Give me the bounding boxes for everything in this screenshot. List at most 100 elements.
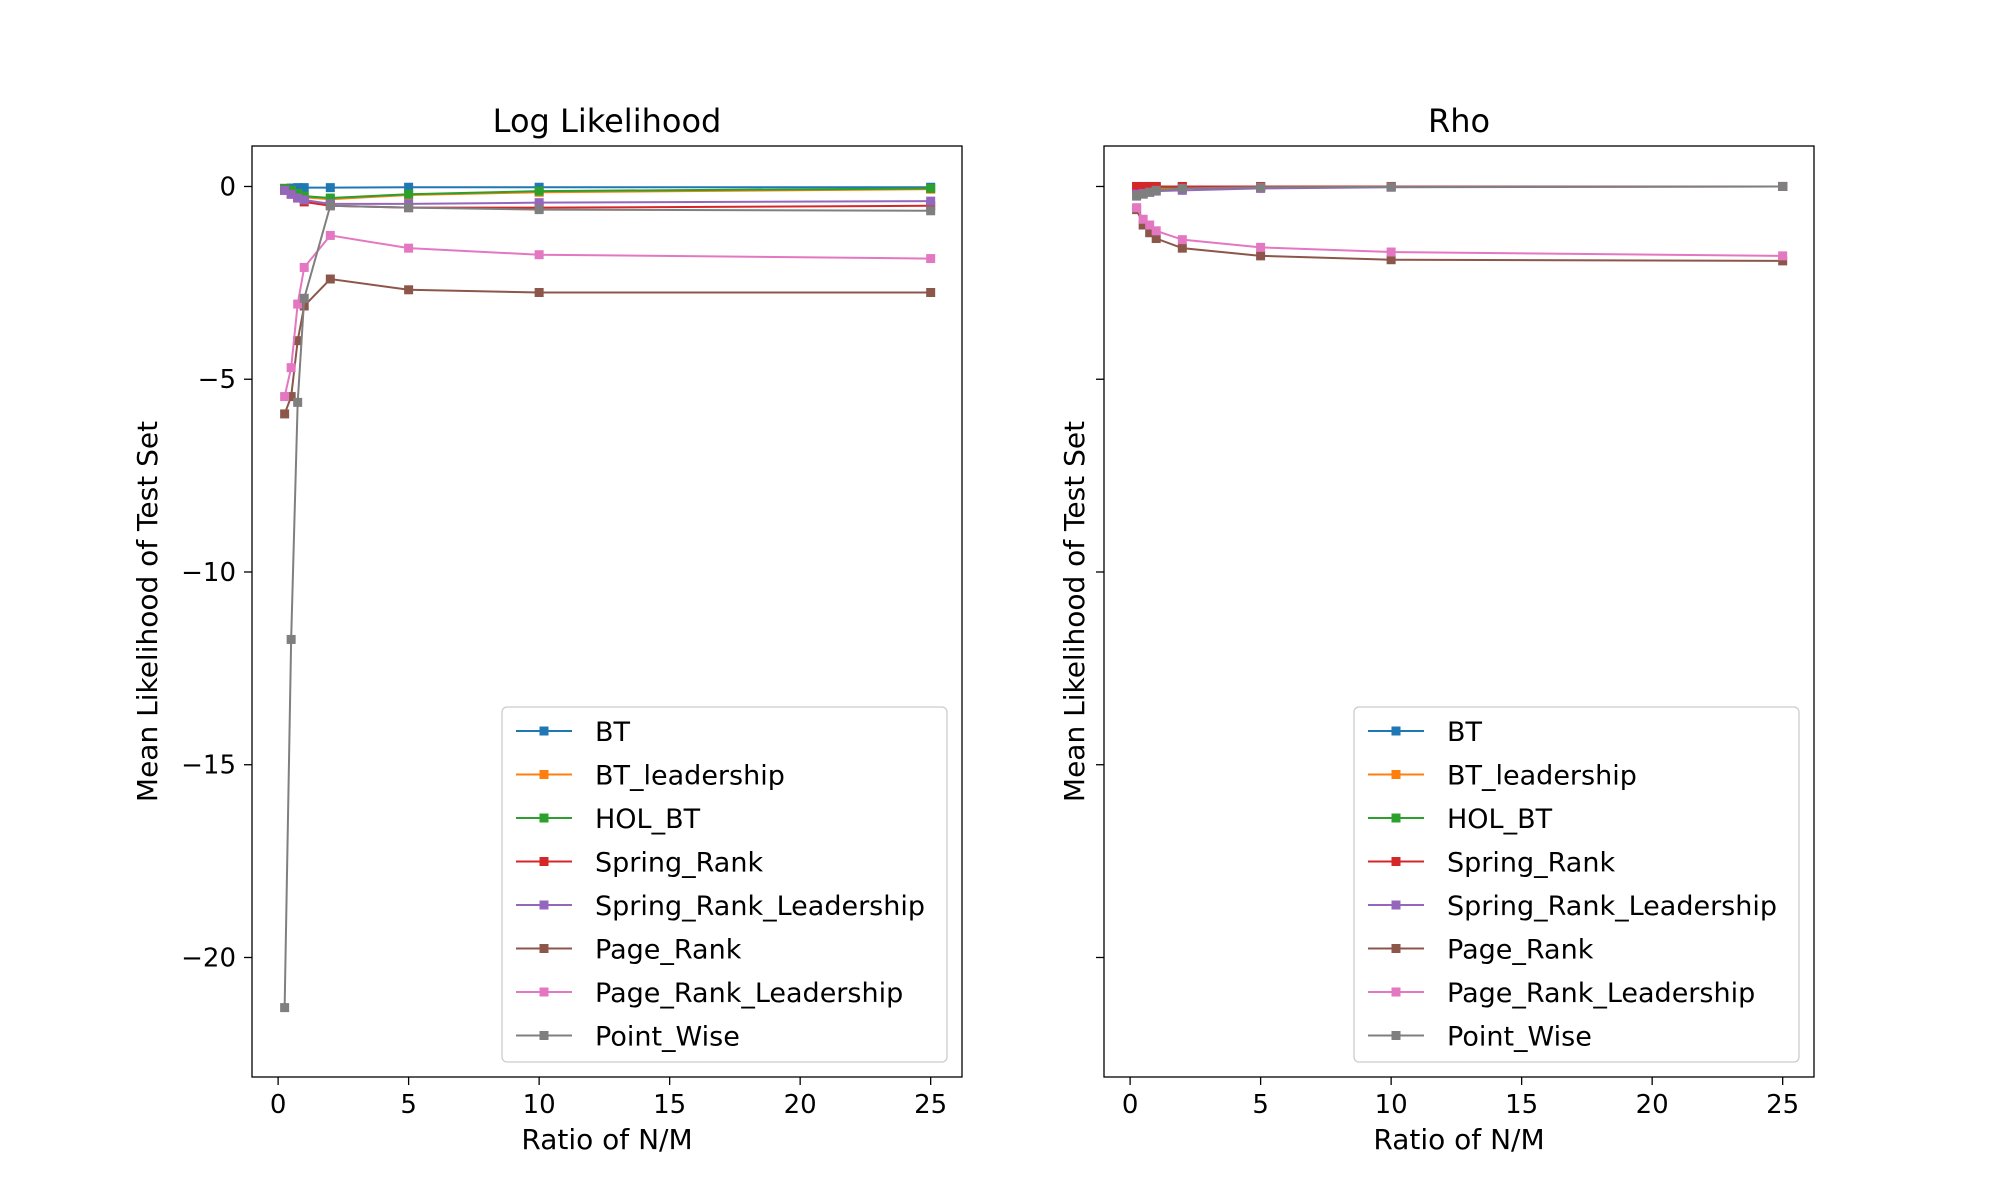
legend-label: Spring_Rank_Leadership bbox=[595, 891, 925, 922]
legend-entry: Page_Rank_Leadership bbox=[516, 978, 903, 1009]
chart-title: Rho bbox=[1428, 102, 1490, 140]
legend-label: BT_leadership bbox=[1447, 761, 1637, 792]
data-point bbox=[299, 195, 309, 205]
data-point bbox=[325, 230, 335, 240]
x-tick-label: 15 bbox=[1505, 1090, 1538, 1120]
legend-label: Page_Rank_Leadership bbox=[1447, 978, 1755, 1009]
data-point bbox=[286, 634, 296, 644]
legend-marker bbox=[1391, 900, 1401, 910]
legend-marker bbox=[539, 726, 549, 736]
legend-label: BT bbox=[595, 717, 631, 748]
series-page-rank bbox=[1132, 205, 1788, 266]
data-point bbox=[280, 392, 290, 402]
axes-frame bbox=[251, 145, 963, 1078]
legend-entry: Page_Rank_Leadership bbox=[1368, 978, 1755, 1009]
data-point bbox=[1145, 181, 1155, 191]
legend-label: BT_leadership bbox=[595, 761, 785, 792]
legend-marker bbox=[1391, 987, 1401, 997]
data-point bbox=[299, 262, 309, 272]
legend-entry: BT bbox=[516, 717, 631, 748]
y-tick-label: −20 bbox=[181, 943, 236, 973]
legend-marker bbox=[539, 987, 549, 997]
legend-label: Page_Rank bbox=[1447, 935, 1594, 966]
data-point bbox=[293, 336, 303, 346]
data-point bbox=[1177, 183, 1187, 193]
data-point bbox=[325, 201, 335, 211]
legend-label: Spring_Rank bbox=[595, 848, 763, 879]
data-point bbox=[404, 182, 414, 192]
legend-label: BT bbox=[1447, 717, 1483, 748]
y-axis-label: Mean Likelihood of Test Set bbox=[1058, 421, 1091, 802]
legend-entry: Spring_Rank_Leadership bbox=[516, 891, 925, 922]
legend-box bbox=[501, 706, 948, 1063]
data-point bbox=[325, 274, 335, 284]
data-point bbox=[1151, 234, 1161, 244]
x-tick-label: 25 bbox=[1766, 1090, 1799, 1120]
y-tick-label: −15 bbox=[181, 751, 236, 781]
x-tick-label: 20 bbox=[1636, 1090, 1669, 1120]
data-point bbox=[299, 293, 309, 303]
data-point bbox=[1177, 243, 1187, 253]
data-point bbox=[1132, 181, 1142, 191]
legend: BT BT_leadership HOL_BT Spring_Rank Spring_R… bbox=[501, 706, 948, 1063]
series-page-rank bbox=[280, 274, 936, 419]
legend-label: Page_Rank bbox=[595, 935, 742, 966]
data-point bbox=[926, 183, 936, 193]
data-point bbox=[1132, 191, 1142, 201]
y-tick-label: −10 bbox=[181, 558, 236, 588]
series-page-rank-leadership bbox=[1132, 203, 1788, 261]
x-tick-label: 10 bbox=[523, 1090, 556, 1120]
data-point bbox=[926, 201, 936, 211]
data-point bbox=[926, 206, 936, 216]
series-line bbox=[283, 234, 931, 397]
legend-marker bbox=[539, 770, 549, 779]
legend-label: Page_Rank_Leadership bbox=[595, 978, 903, 1009]
series-point-wise bbox=[1132, 181, 1788, 201]
legend-entry: BT_leadership bbox=[1368, 761, 1637, 792]
x-tick-label: 0 bbox=[1122, 1090, 1139, 1120]
legend-marker bbox=[1391, 770, 1401, 779]
legend-marker bbox=[1391, 813, 1401, 823]
data-point bbox=[286, 189, 296, 199]
data-point bbox=[534, 186, 544, 196]
data-point bbox=[1138, 220, 1148, 230]
legend-marker bbox=[1391, 726, 1401, 736]
data-point bbox=[325, 193, 335, 203]
series-point-wise bbox=[280, 201, 936, 1013]
data-point bbox=[299, 183, 309, 193]
data-point bbox=[280, 185, 290, 195]
legend-label: Spring_Rank_Leadership bbox=[1447, 891, 1777, 922]
data-point bbox=[293, 183, 303, 193]
series-line bbox=[283, 277, 931, 415]
data-point bbox=[1386, 247, 1396, 257]
data-point bbox=[926, 254, 936, 264]
legend-entry: BT bbox=[1368, 717, 1483, 748]
data-point bbox=[293, 188, 303, 198]
series-line bbox=[283, 204, 931, 1008]
data-point bbox=[404, 189, 414, 199]
legend-box bbox=[1353, 706, 1800, 1063]
x-axis-label: Ratio of N/M bbox=[1373, 1123, 1544, 1156]
data-point bbox=[286, 392, 296, 402]
legend-entry: Page_Rank bbox=[516, 935, 742, 966]
legend-marker bbox=[539, 813, 549, 823]
data-point bbox=[1177, 235, 1187, 245]
legend-entry: HOL_BT bbox=[516, 804, 701, 835]
legend-marker bbox=[539, 900, 549, 910]
data-point bbox=[1256, 242, 1266, 252]
data-point bbox=[1151, 185, 1161, 195]
data-point bbox=[926, 287, 936, 297]
y-axis-label: Mean Likelihood of Test Set bbox=[131, 421, 164, 802]
data-point bbox=[1145, 228, 1155, 238]
series-line bbox=[284, 189, 931, 209]
legend-marker bbox=[1391, 1031, 1401, 1040]
data-point bbox=[1138, 189, 1148, 199]
data-point bbox=[534, 250, 544, 260]
data-point bbox=[1138, 214, 1148, 224]
data-point bbox=[293, 397, 303, 407]
data-point bbox=[404, 285, 414, 295]
data-point bbox=[404, 243, 414, 253]
x-tick-label: 20 bbox=[784, 1090, 817, 1120]
subplot-2: Rho 0 5 10 15 20 25 Ratio of N/M Mean Likelihood… bbox=[1058, 102, 1815, 1156]
data-point bbox=[404, 203, 414, 213]
